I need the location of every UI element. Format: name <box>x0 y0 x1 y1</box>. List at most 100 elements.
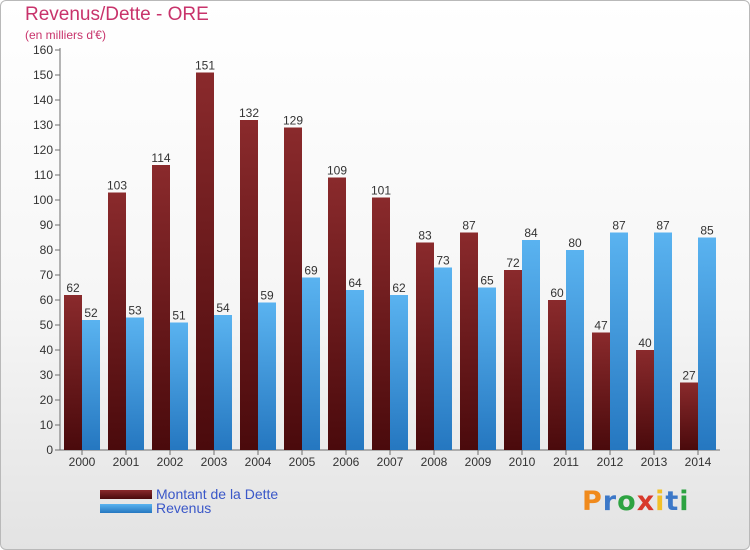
logo-letter: r <box>602 486 618 517</box>
bar-dette <box>240 120 258 450</box>
logo-letter: P <box>582 486 603 517</box>
bar-revenus <box>654 232 672 450</box>
bar-revenus <box>610 232 628 450</box>
data-label-dette: 114 <box>151 151 170 165</box>
bar-revenus <box>258 302 276 450</box>
logo-letter: i <box>655 486 666 517</box>
bar-revenus <box>82 320 100 450</box>
bar-revenus <box>434 267 452 450</box>
legend-swatch-dette <box>100 490 152 499</box>
chart-title: Revenus/Dette - ORE <box>25 4 209 25</box>
y-tick-label: 50 <box>40 318 54 332</box>
y-tick-label: 110 <box>34 168 53 182</box>
legend-label-revenus: Revenus <box>156 500 212 516</box>
data-label-revenus: 52 <box>84 306 98 320</box>
x-tick-label: 2004 <box>245 455 272 469</box>
logo-letter: i <box>679 486 690 517</box>
x-tick-label: 2012 <box>597 455 624 469</box>
x-tick-label: 2007 <box>377 455 404 469</box>
data-label-dette: 151 <box>195 59 215 73</box>
data-label-dette: 129 <box>283 114 303 128</box>
legend-swatch-revenus <box>100 504 152 513</box>
x-tick-label: 2005 <box>289 455 316 469</box>
x-tick-label: 2008 <box>421 455 448 469</box>
bar-revenus <box>478 287 496 450</box>
data-label-revenus: 87 <box>656 219 670 233</box>
bar-revenus <box>170 322 188 450</box>
data-label-dette: 40 <box>638 336 652 350</box>
bar-dette <box>504 270 522 450</box>
y-tick-label: 30 <box>40 368 54 382</box>
bar-dette <box>196 72 214 450</box>
data-label-dette: 103 <box>107 179 127 193</box>
x-tick-label: 2000 <box>69 455 96 469</box>
bar-dette <box>636 350 654 450</box>
y-tick-label: 130 <box>33 118 53 132</box>
data-label-dette: 83 <box>418 229 432 243</box>
data-label-revenus: 53 <box>128 304 142 318</box>
bar-dette <box>108 192 126 450</box>
bar-dette <box>416 242 434 450</box>
x-tick-label: 2001 <box>113 455 140 469</box>
x-tick-label: 2009 <box>465 455 492 469</box>
data-label-dette: 27 <box>682 369 696 383</box>
data-label-revenus: 51 <box>172 309 186 323</box>
y-tick-label: 90 <box>40 218 54 232</box>
x-tick-label: 2003 <box>201 455 228 469</box>
x-tick-label: 2006 <box>333 455 360 469</box>
x-tick-label: 2014 <box>685 455 712 469</box>
bar-revenus <box>126 317 144 450</box>
data-label-dette: 60 <box>550 286 564 300</box>
y-tick-label: 140 <box>33 93 53 107</box>
proxiti-logo: Proxiti <box>582 486 690 517</box>
bar-dette <box>680 382 698 450</box>
data-label-revenus: 64 <box>348 276 362 290</box>
data-label-revenus: 80 <box>568 236 582 250</box>
bar-revenus <box>390 295 408 450</box>
data-label-revenus: 73 <box>436 254 450 268</box>
x-tick-label: 2010 <box>509 455 536 469</box>
y-tick-label: 70 <box>40 268 54 282</box>
legend-label-dette: Montant de la Dette <box>156 486 279 502</box>
y-tick-label: 0 <box>46 443 53 457</box>
bar-dette <box>64 295 82 450</box>
y-tick-label: 160 <box>33 43 53 57</box>
logo-letter: t <box>665 486 680 517</box>
bar-dette <box>152 165 170 450</box>
y-tick-label: 20 <box>40 393 54 407</box>
data-label-revenus: 87 <box>612 219 626 233</box>
bar-dette <box>372 197 390 450</box>
y-tick-label: 60 <box>40 293 54 307</box>
data-label-dette: 101 <box>371 184 391 198</box>
x-tick-label: 2013 <box>641 455 668 469</box>
logo-letter: o <box>617 486 637 517</box>
data-label-dette: 47 <box>594 319 608 333</box>
y-tick-label: 100 <box>33 193 53 207</box>
y-tick-label: 80 <box>40 243 54 257</box>
bar-revenus <box>346 290 364 450</box>
data-label-revenus: 69 <box>304 264 318 278</box>
data-label-dette: 87 <box>462 219 476 233</box>
chart-subtitle: (en milliers d'€) <box>25 28 106 42</box>
bar-dette <box>328 177 346 450</box>
data-label-dette: 132 <box>239 106 259 120</box>
bar-revenus <box>522 240 540 450</box>
data-label-revenus: 54 <box>216 301 230 315</box>
data-label-dette: 72 <box>506 256 520 270</box>
bar-dette <box>592 332 610 450</box>
bar-dette <box>284 127 302 450</box>
bar-dette <box>548 300 566 450</box>
x-tick-label: 2011 <box>553 455 579 469</box>
x-tick-label: 2002 <box>157 455 184 469</box>
y-tick-label: 40 <box>40 343 54 357</box>
y-tick-label: 10 <box>40 418 54 432</box>
data-label-revenus: 65 <box>480 274 494 288</box>
data-label-revenus: 85 <box>700 224 714 238</box>
data-label-revenus: 84 <box>524 226 538 240</box>
data-label-revenus: 59 <box>260 289 274 303</box>
data-label-dette: 109 <box>327 164 347 178</box>
y-tick-label: 120 <box>33 143 53 157</box>
bar-revenus <box>214 315 232 450</box>
y-tick-label: 150 <box>33 68 53 82</box>
